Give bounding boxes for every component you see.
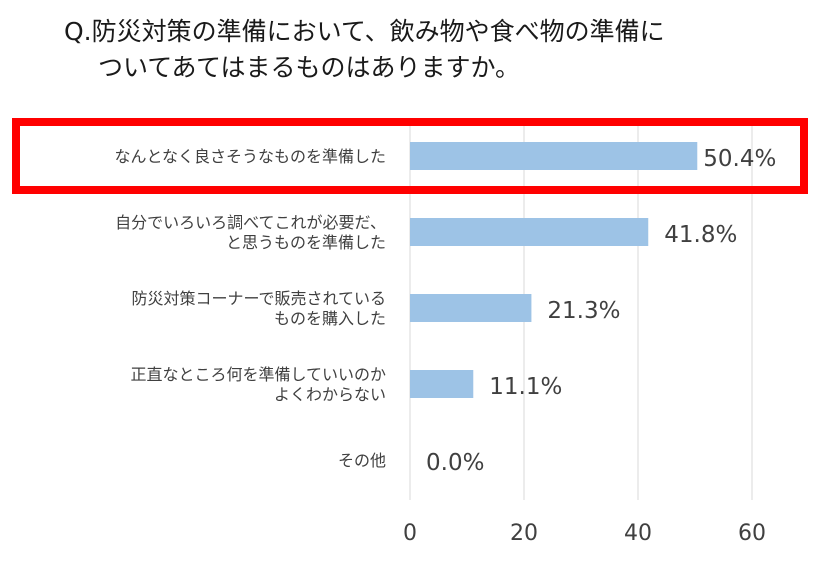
value-label: 50.4% bbox=[703, 146, 776, 172]
bar bbox=[410, 218, 649, 246]
category-label: よくわからない bbox=[274, 385, 386, 404]
x-tick-label: 40 bbox=[624, 521, 652, 546]
category-label: と思うものを準備した bbox=[226, 233, 386, 252]
category-label: 自分でいろいろ調べてこれが必要だ、 bbox=[115, 213, 386, 232]
category-label: 防災対策コーナーで販売されている bbox=[131, 289, 386, 308]
question-line-1: Q.防災対策の準備において、飲み物や食べ物の準備に bbox=[64, 17, 665, 46]
value-label: 41.8% bbox=[664, 222, 737, 248]
value-label: 11.1% bbox=[489, 374, 562, 400]
highlight-frame bbox=[12, 118, 808, 194]
category-label: なんとなく良さそうなものを準備した bbox=[114, 147, 386, 166]
bar bbox=[410, 294, 532, 322]
x-tick-label: 20 bbox=[510, 521, 538, 546]
question-line-2: ついてあてはまるものはありますか。 bbox=[98, 53, 521, 82]
category-label: ものを購入した bbox=[274, 309, 386, 328]
category-label: その他 bbox=[338, 451, 386, 470]
category-label: 正直なところ何を準備していいのか bbox=[130, 365, 386, 384]
x-tick-label: 60 bbox=[738, 521, 766, 546]
x-tick-label: 0 bbox=[403, 521, 417, 546]
bar bbox=[410, 142, 698, 170]
value-label: 0.0% bbox=[426, 450, 484, 476]
bar bbox=[410, 370, 474, 398]
question-title: Q.防災対策の準備において、飲み物や食べ物の準備に ついてあてはまるものはありま… bbox=[64, 14, 824, 86]
value-label: 21.3% bbox=[547, 298, 620, 324]
